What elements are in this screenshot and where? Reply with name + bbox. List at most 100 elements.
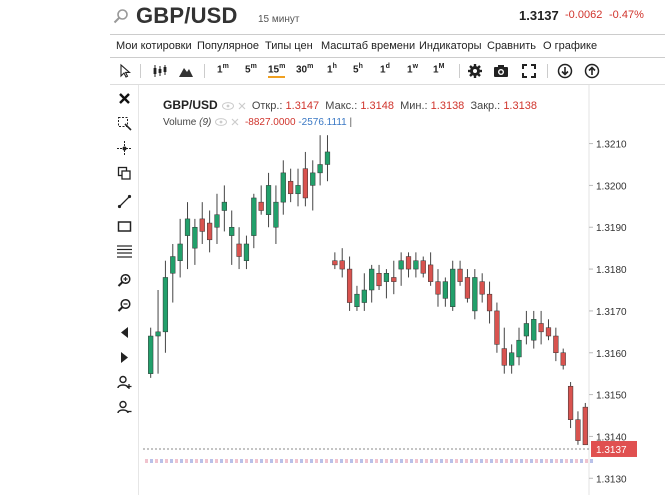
cursor-icon[interactable] xyxy=(117,63,133,79)
price-change-percent: -0.47% xyxy=(609,9,644,21)
eye-icon[interactable] xyxy=(221,101,249,111)
volume-bar xyxy=(285,459,288,463)
volume-bar xyxy=(355,459,358,463)
volume-bar xyxy=(335,459,338,463)
volume-bar xyxy=(590,459,593,463)
volume-bar xyxy=(385,459,388,463)
volume-bar xyxy=(205,459,208,463)
interval-5h[interactable]: 5h xyxy=(353,63,363,76)
menu-popular[interactable]: Популярное xyxy=(197,40,260,52)
interval-1w[interactable]: 1w xyxy=(407,63,419,76)
volume-bar xyxy=(485,459,488,463)
candlestick-chart[interactable]: 1.3130 1.3140 1.3150 1.3160 1.3170 1.3180 1.31… xyxy=(139,85,665,495)
volume-bar xyxy=(255,459,258,463)
copy-icon[interactable] xyxy=(117,166,132,181)
candle-body xyxy=(243,243,250,261)
mountain-icon[interactable] xyxy=(178,63,194,79)
zoom-out-icon[interactable] xyxy=(117,298,132,313)
upload-icon[interactable] xyxy=(584,63,600,79)
volume-bar xyxy=(245,459,248,463)
candle-body xyxy=(376,273,382,287)
menu-compare[interactable]: Сравнить xyxy=(487,40,537,52)
candle-body xyxy=(582,406,588,446)
fullscreen-icon[interactable] xyxy=(521,63,537,79)
volume-bar xyxy=(200,459,203,463)
interval-1m[interactable]: 1m xyxy=(217,63,229,76)
low-label: Мин.: xyxy=(400,100,428,112)
volume-bar xyxy=(345,459,348,463)
volume-bar xyxy=(230,459,233,463)
close-value: 1.3138 xyxy=(503,100,537,112)
volume-bar xyxy=(455,459,458,463)
eye-icon[interactable] xyxy=(214,117,242,127)
candle-body xyxy=(553,335,559,354)
volume-value-2: -2576.1111 xyxy=(298,117,347,128)
interval-30m[interactable]: 30m xyxy=(296,63,314,76)
camera-icon[interactable] xyxy=(493,63,509,79)
volume-bar xyxy=(225,459,228,463)
candle-body xyxy=(177,243,183,261)
volume-bar xyxy=(415,459,418,463)
candle-body xyxy=(221,201,227,211)
candle-body xyxy=(346,268,353,303)
search-icon[interactable] xyxy=(113,8,129,24)
candle-body xyxy=(199,218,205,232)
volume-bar xyxy=(275,459,278,463)
volume-bar xyxy=(570,459,573,463)
arrow-right-icon[interactable] xyxy=(117,350,132,365)
candle-body xyxy=(501,348,507,366)
settings-icon[interactable] xyxy=(467,63,483,79)
candle-body xyxy=(428,264,434,282)
candle-body xyxy=(420,260,426,274)
candle-body xyxy=(413,260,419,270)
volume-bar xyxy=(375,459,378,463)
volume-bar xyxy=(320,459,323,463)
volume-bar xyxy=(445,459,448,463)
interval-1d[interactable]: 1d xyxy=(380,63,390,76)
menu-indicators[interactable]: Индикаторы xyxy=(419,40,482,52)
close-label: Закр.: xyxy=(470,100,501,112)
fibonacci-icon[interactable] xyxy=(117,244,132,259)
volume-bar xyxy=(160,459,163,463)
close-icon[interactable] xyxy=(117,91,132,106)
zoom-select-icon[interactable] xyxy=(117,116,132,131)
interval-5m[interactable]: 5m xyxy=(245,63,257,76)
zoom-in-icon[interactable] xyxy=(117,273,132,288)
arrow-left-icon[interactable] xyxy=(117,325,132,340)
menu-my-quotes[interactable]: Мои котировки xyxy=(116,40,192,52)
volume-bar xyxy=(435,459,438,463)
trendline-icon[interactable] xyxy=(117,194,132,209)
timeframe-label: 15 минут xyxy=(258,14,300,25)
download-icon[interactable] xyxy=(557,63,573,79)
open-label: Откр.: xyxy=(251,100,283,112)
last-price-label: 1.3137 xyxy=(596,445,627,456)
header: GBP/USD 15 минут 1.3137 -0.0062 -0.47% xyxy=(0,0,665,33)
user-add-icon[interactable] xyxy=(117,375,132,390)
volume-bar xyxy=(260,459,263,463)
candle-body xyxy=(251,197,257,236)
toolbar-divider xyxy=(140,64,141,78)
menu-time-scale[interactable]: Масштаб времени xyxy=(321,40,416,52)
rectangle-icon[interactable] xyxy=(117,219,132,234)
volume-bar xyxy=(300,459,303,463)
volume-bar xyxy=(425,459,428,463)
candle-body xyxy=(280,172,286,203)
interval-1h[interactable]: 1h xyxy=(327,63,337,76)
drawing-tools xyxy=(110,85,139,495)
candles-icon[interactable] xyxy=(152,63,168,79)
y-tick-label: 1.3150 xyxy=(596,391,627,402)
volume-bar xyxy=(350,459,353,463)
interval-1M[interactable]: 1M xyxy=(433,63,445,76)
menu-about-chart[interactable]: О графике xyxy=(543,40,598,52)
user-remove-icon[interactable] xyxy=(117,400,132,415)
candle-body xyxy=(324,151,331,165)
candle-body xyxy=(464,277,471,299)
ohlc-legend: GBP/USD Откр.: 1.3147 Макс.: 1.3148 Мин.… xyxy=(163,98,537,112)
crosshair-icon[interactable] xyxy=(117,141,132,156)
volume-bar xyxy=(575,459,578,463)
interval-15m[interactable]: 15m xyxy=(268,63,286,79)
menu-price-types[interactable]: Типы цен xyxy=(265,40,313,52)
toolbar-divider xyxy=(459,64,460,78)
chart-toolbar: 1m 5m 15m 30m 1h 5h 1d 1w 1M xyxy=(110,58,665,85)
